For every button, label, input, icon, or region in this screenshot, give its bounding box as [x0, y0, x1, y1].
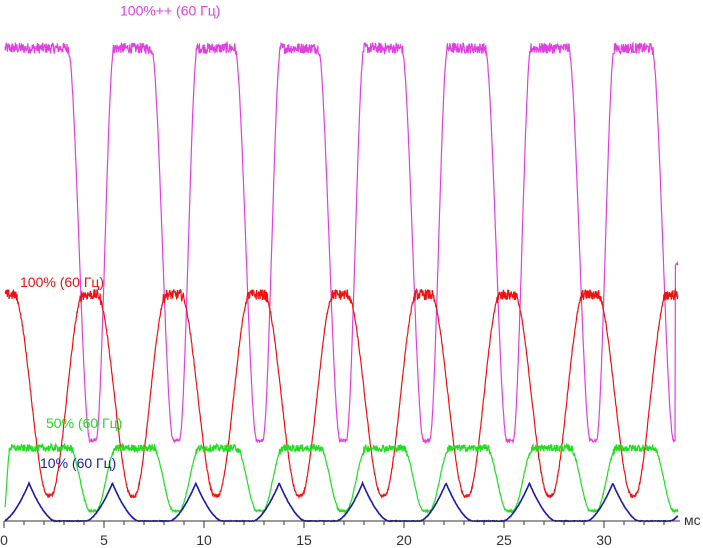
- x-axis-label: мс: [684, 512, 701, 528]
- series-label: 10% (60 Гц): [40, 455, 116, 471]
- series-line: [4, 442, 679, 515]
- series-label: 100% (60 Гц): [20, 274, 104, 290]
- x-tick-label: 5: [100, 532, 108, 548]
- series-line: [4, 287, 679, 500]
- x-tick-label: 25: [496, 532, 512, 548]
- series-label: 50% (60 Гц): [46, 415, 122, 431]
- series-label: 100%++ (60 Гц): [120, 2, 220, 18]
- x-tick-label: 15: [296, 532, 312, 548]
- x-tick-label: 10: [196, 532, 212, 548]
- x-tick-label: 0: [0, 532, 8, 548]
- series-line: [4, 40, 679, 445]
- series-layer: [4, 40, 679, 523]
- x-tick-label: 30: [596, 532, 612, 548]
- x-tick-label: 20: [396, 532, 412, 548]
- series-labels: 100%++ (60 Гц) 100% (60 Гц) 50% (60 Гц) 10%…: [20, 2, 220, 471]
- x-ticks: 0 5 10 15 20 25 30: [0, 521, 665, 548]
- series-line: [4, 480, 679, 523]
